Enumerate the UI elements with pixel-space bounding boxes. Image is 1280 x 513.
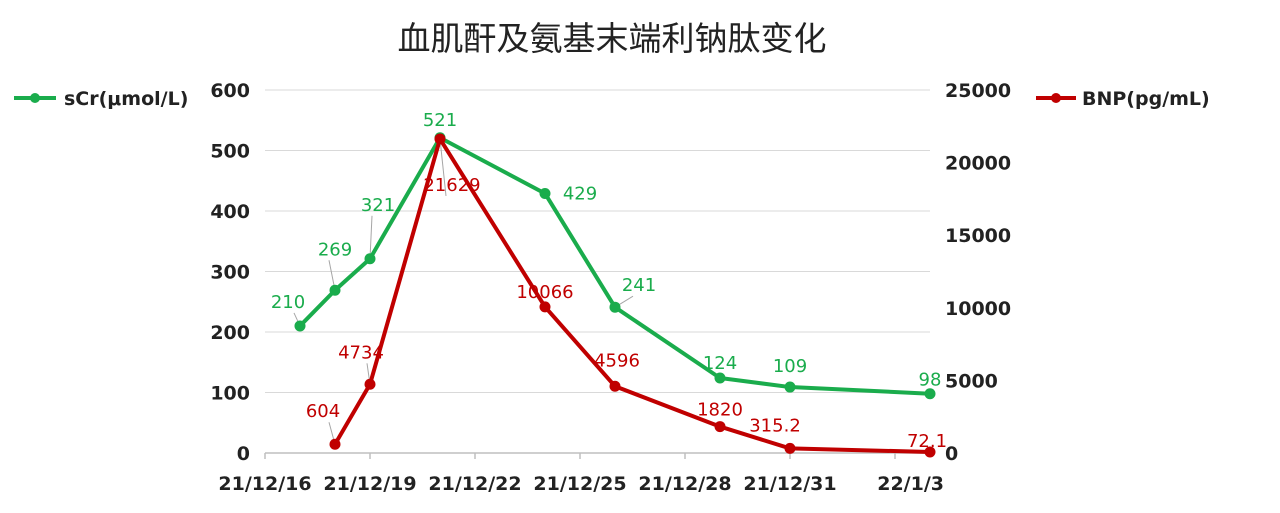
chart-title: 血肌酐及氨基末端利钠肽变化 xyxy=(398,19,827,58)
y-left-tick-label: 600 xyxy=(210,80,250,102)
legend-marker-bnp xyxy=(1051,93,1061,103)
x-tick-label: 22/1/3 xyxy=(877,473,944,495)
data-label: 109 xyxy=(773,356,807,377)
series-line xyxy=(333,136,931,454)
y-right-tick-label: 10000 xyxy=(945,298,1011,320)
data-point xyxy=(714,421,726,433)
gridlines xyxy=(265,89,930,393)
series-bnp: 604 4734 21629 10066 4596 1820 315.2 72.1 xyxy=(306,133,947,458)
data-point xyxy=(539,301,551,313)
series-scr: 210 269 321 521 429 241 124 109 98 xyxy=(271,110,942,400)
data-label: 4734 xyxy=(338,342,384,363)
data-label: 521 xyxy=(423,110,457,131)
y-left-tick-label: 500 xyxy=(210,141,250,163)
y-right-tick-label: 15000 xyxy=(945,225,1011,247)
x-tick-label: 21/12/25 xyxy=(533,473,626,495)
data-label: 21629 xyxy=(423,175,480,196)
data-point xyxy=(539,187,551,199)
data-label: 315.2 xyxy=(749,415,801,436)
series-layer: 210 269 321 521 429 241 124 109 98 604 4734 21629 10… xyxy=(271,110,947,458)
data-point xyxy=(714,372,726,384)
data-point xyxy=(609,301,621,313)
data-point xyxy=(609,380,621,392)
data-label: 4596 xyxy=(594,350,640,371)
x-tick-label: 21/12/16 xyxy=(218,473,311,495)
y-right-tick-label: 20000 xyxy=(945,153,1011,175)
data-point xyxy=(924,388,936,400)
legend: sCr(μmol/L) BNP(pg/mL) xyxy=(14,88,1210,110)
data-label: 321 xyxy=(361,195,395,216)
legend-marker-scr xyxy=(30,93,40,103)
data-label: 604 xyxy=(306,401,340,422)
y-left-tick-label: 200 xyxy=(210,322,250,344)
data-label: 210 xyxy=(271,292,305,313)
x-tick-label: 21/12/22 xyxy=(428,473,521,495)
data-label: 241 xyxy=(622,275,656,296)
y-right-tick-label: 5000 xyxy=(945,370,998,392)
axes: 21/12/16 21/12/19 21/12/22 21/12/25 21/12/28… xyxy=(210,80,1011,495)
data-label: 1820 xyxy=(697,400,743,421)
legend-label-bnp: BNP(pg/mL) xyxy=(1082,88,1210,110)
data-label: 98 xyxy=(919,370,942,391)
data-point xyxy=(294,320,306,332)
y-left-tick-label: 400 xyxy=(210,201,250,223)
y-left-tick-label: 0 xyxy=(237,443,250,465)
y-right-tick-label: 25000 xyxy=(945,80,1011,102)
data-label: 269 xyxy=(318,239,352,260)
y-right-tick-label: 0 xyxy=(945,443,958,465)
data-label: 429 xyxy=(563,183,597,204)
legend-label-scr: sCr(μmol/L) xyxy=(64,88,188,110)
x-tick-label: 21/12/19 xyxy=(323,473,416,495)
leader-line xyxy=(439,138,447,196)
data-point xyxy=(924,446,936,458)
data-point xyxy=(364,253,376,265)
data-point xyxy=(329,438,341,450)
data-point xyxy=(434,133,446,145)
y-left-tick-label: 300 xyxy=(210,262,250,284)
data-label: 10066 xyxy=(516,282,573,303)
data-point xyxy=(784,442,796,454)
data-label: 124 xyxy=(703,353,737,374)
data-label: 72.1 xyxy=(907,431,947,452)
x-tick-label: 21/12/31 xyxy=(743,473,836,495)
data-point xyxy=(329,284,341,296)
data-point xyxy=(784,381,796,393)
x-tick-label: 21/12/28 xyxy=(638,473,731,495)
y-left-tick-label: 100 xyxy=(210,383,250,405)
data-point xyxy=(364,378,376,390)
leader-line xyxy=(369,215,373,259)
